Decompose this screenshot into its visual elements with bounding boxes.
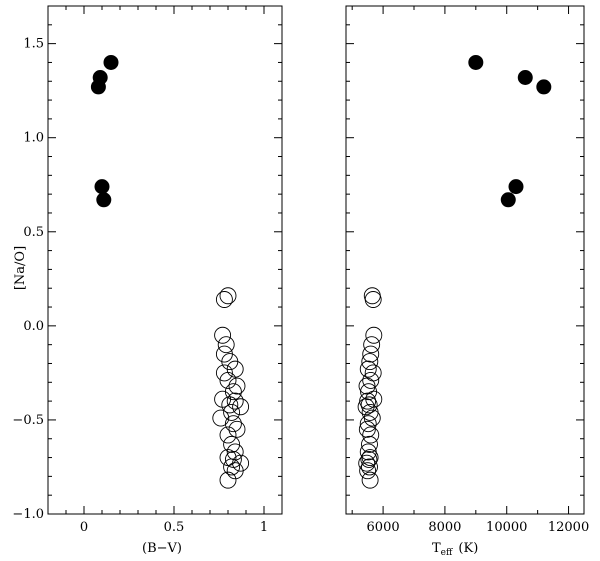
x-tick-label: 8000 — [428, 520, 461, 535]
data-point-open — [224, 415, 242, 433]
data-point-open — [361, 458, 378, 476]
data-point-open — [361, 435, 378, 453]
data-point-open — [223, 435, 241, 453]
data-point-filled — [517, 69, 533, 85]
data-point-filled — [92, 69, 108, 85]
data-point-open — [212, 409, 230, 427]
data-point-open — [362, 371, 380, 389]
x-axis-label-left: (B−V) — [142, 541, 182, 556]
x-axis-label-right-sub: eff — [441, 548, 453, 558]
data-point-open — [362, 426, 380, 444]
data-point-open — [215, 364, 233, 382]
x-tick-label: 1 — [260, 520, 268, 535]
data-point-open — [228, 377, 246, 395]
data-point-open — [358, 420, 376, 438]
right-panel-teff: 6000 8000 10000 12000 — [345, 5, 589, 535]
x-axis-label-right: Teff (K) — [432, 541, 478, 558]
y-tick-label: 0.5 — [23, 225, 44, 240]
data-point-open — [364, 291, 382, 308]
data-point-open — [217, 336, 235, 354]
data-point-open — [360, 450, 378, 468]
data-point-filled — [96, 192, 112, 208]
data-point-filled — [468, 54, 484, 70]
data-point-filled — [500, 192, 516, 208]
data-point-open — [219, 371, 237, 389]
data-point-open — [359, 462, 377, 480]
data-point-filled — [536, 79, 552, 95]
data-point-open — [362, 345, 380, 363]
data-point-open — [226, 392, 244, 410]
data-point-open — [219, 426, 237, 444]
x-tick-label: 6000 — [367, 520, 400, 535]
data-point-open — [361, 449, 379, 467]
x-tick-label: 0.5 — [164, 520, 185, 535]
x-axis-label-right-unit: (K) — [458, 541, 478, 556]
data-point-filled — [508, 179, 524, 195]
y-tick-label: −0.5 — [12, 413, 44, 428]
data-point-open — [214, 326, 232, 344]
data-point-open — [358, 454, 376, 472]
y-axis-label: [Na/O] — [13, 246, 28, 290]
plot-frame — [345, 5, 585, 515]
data-point-open — [363, 409, 381, 427]
data-point-open — [359, 360, 377, 378]
y-tick-label: 0.0 — [23, 319, 44, 334]
data-point-open — [363, 336, 381, 354]
data-point-open — [219, 287, 237, 305]
data-point-open — [228, 420, 246, 438]
data-point-open — [232, 398, 250, 416]
data-point-filled — [94, 179, 110, 195]
data-point-open — [363, 287, 381, 305]
data-point-open — [215, 291, 233, 308]
data-point-open — [357, 398, 375, 416]
data-point-open — [221, 396, 239, 414]
data-point-open — [361, 353, 379, 371]
x-tick-label: 0 — [80, 520, 88, 535]
y-tick-label: −1.0 — [12, 507, 44, 522]
data-point-open — [226, 360, 244, 378]
data-point-open — [361, 471, 379, 489]
data-point-open — [359, 392, 377, 410]
data-point-open — [219, 471, 237, 489]
data-point-open — [365, 326, 383, 344]
data-point-open — [359, 415, 377, 433]
y-tick-label: 1.0 — [23, 131, 44, 146]
data-point-open — [223, 403, 241, 421]
x-tick-label: 10000 — [486, 520, 527, 535]
y-tick-label: 1.5 — [23, 37, 44, 52]
data-point-open — [215, 345, 233, 363]
x-axis-label-right-main: T — [432, 541, 441, 556]
data-point-open — [358, 377, 376, 395]
data-point-open — [223, 458, 241, 476]
data-point-filled — [103, 54, 119, 70]
x-tick-label: 12000 — [548, 520, 589, 535]
data-point-open — [226, 462, 244, 480]
left-panel-bv: −1.0 −0.5 0.0 0.5 1.0 1.5 0 0.5 1 — [12, 5, 283, 535]
data-point-open — [360, 396, 378, 414]
plot-frame — [47, 5, 283, 515]
